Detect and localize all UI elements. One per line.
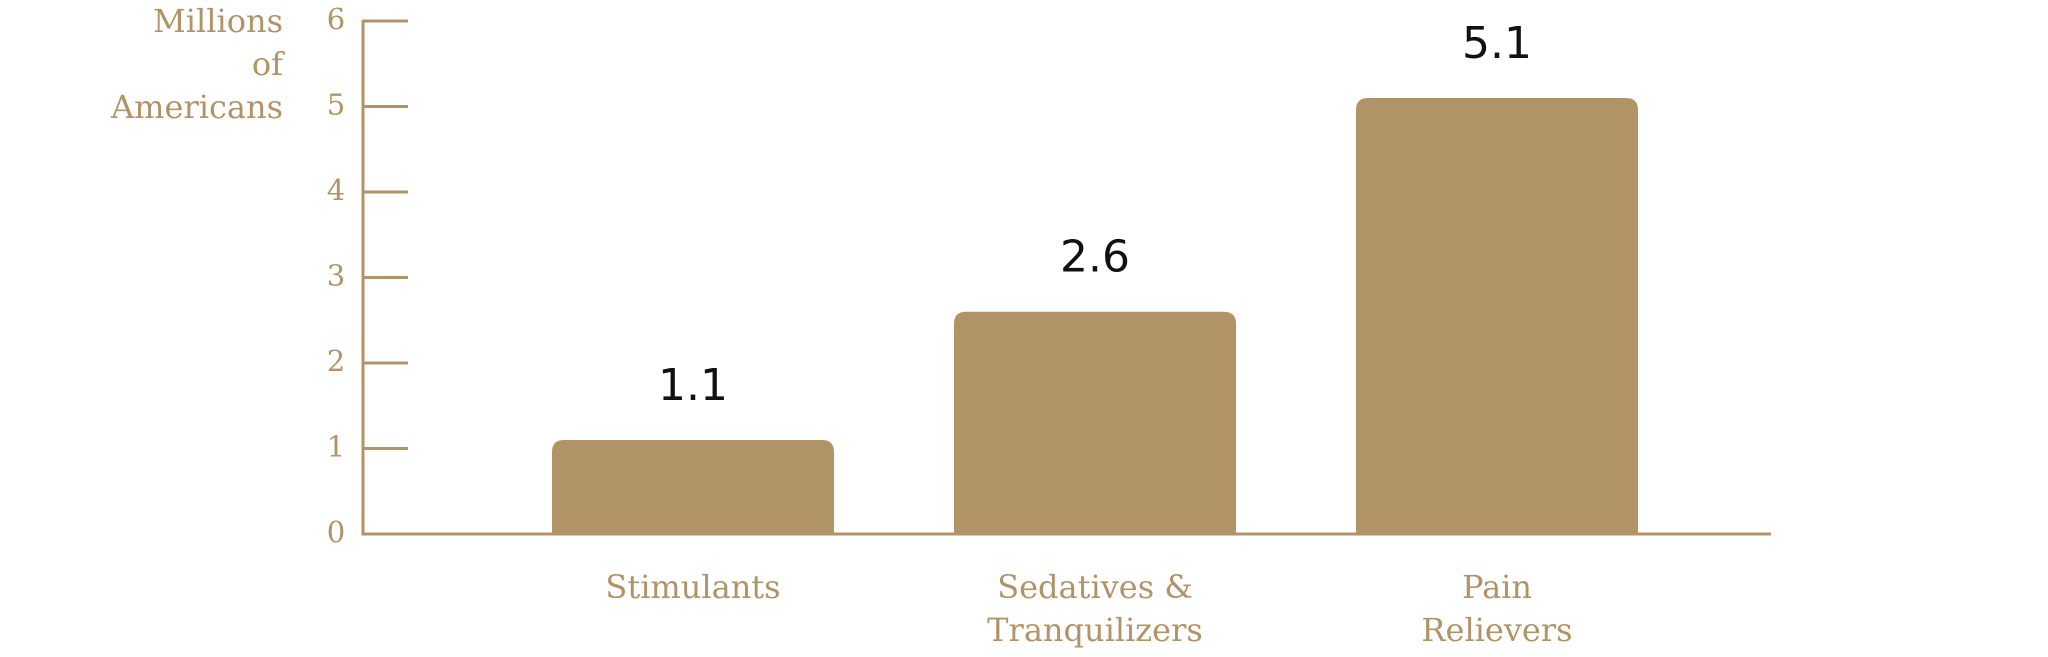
y-tick-label: 4: [327, 173, 345, 207]
y-tick-label: 1: [327, 430, 345, 464]
value-label: 5.1: [1462, 18, 1532, 69]
y-axis-title: Millions of Americans: [111, 2, 283, 126]
x-tick-label: Stimulants: [605, 568, 781, 606]
x-tick-label: Sedatives & Tranquilizers: [987, 568, 1203, 649]
y-tick-label: 2: [327, 344, 345, 378]
y-tick-label: 0: [327, 515, 345, 549]
y-tick-label: 6: [327, 2, 345, 36]
value-label: 2.6: [1060, 232, 1130, 283]
bar: [1356, 97, 1638, 534]
x-tick-label: Pain Relievers: [1421, 568, 1573, 649]
bar: [954, 311, 1236, 534]
y-tick-label: 3: [327, 259, 345, 293]
bar: [552, 439, 834, 534]
y-tick-label: 5: [327, 88, 345, 122]
value-label: 1.1: [658, 360, 728, 411]
